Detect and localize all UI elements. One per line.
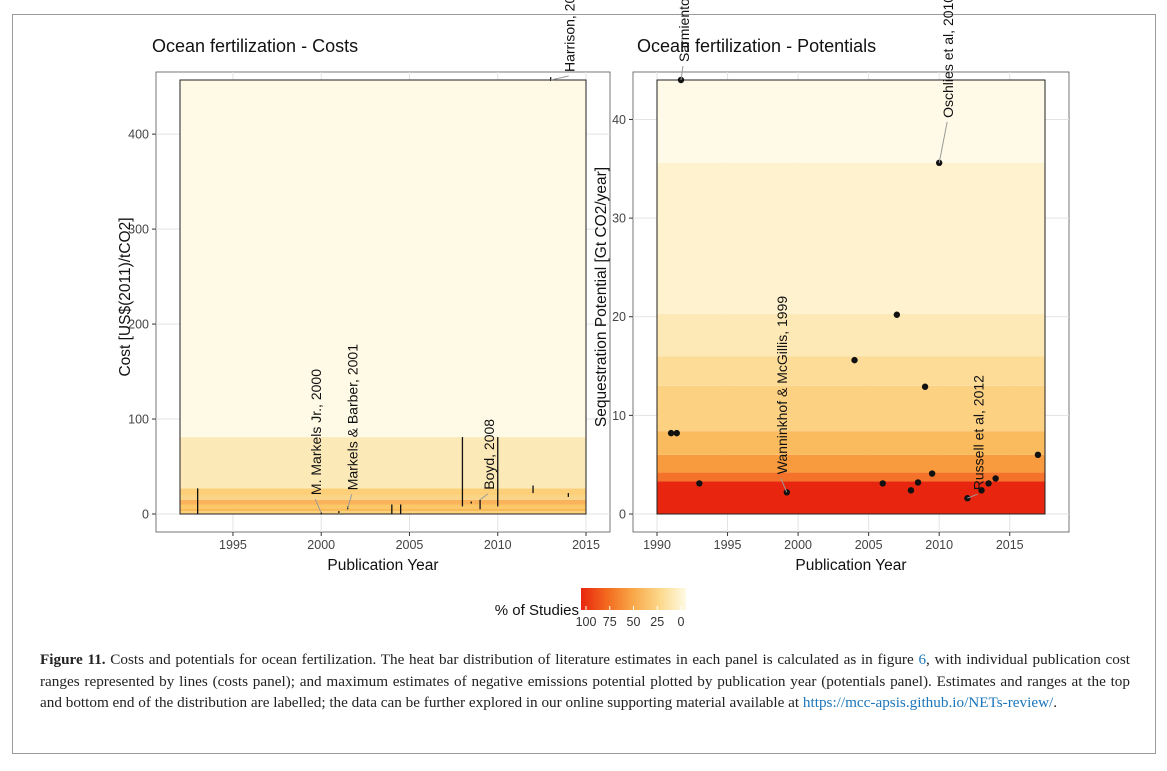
- chart-canvas: M. Markels Jr., 2000 Markels & Barber, 20…: [117, 0, 1070, 629]
- x-tick-label: 2010: [925, 538, 953, 552]
- heat-band: [180, 495, 586, 500]
- annotation-leader: [780, 478, 788, 493]
- x-axis-label: Publication Year: [327, 557, 438, 574]
- annotation-leader: [550, 75, 569, 81]
- caption-text-3: .: [1053, 694, 1058, 711]
- x-tick-label: 2000: [307, 538, 335, 552]
- figure-border: [12, 14, 1156, 754]
- y-tick-label: 0: [142, 508, 149, 522]
- heat-band: [657, 385, 1045, 432]
- y-tick-label: 30: [612, 212, 626, 226]
- x-tick-label: 1990: [643, 538, 671, 552]
- annotation-label: Harrison, 2013: [562, 0, 578, 72]
- y-tick-label: 40: [612, 113, 626, 127]
- caption-text-1: Costs and potentials for ocean fertiliza…: [105, 651, 919, 668]
- data-point: [907, 487, 915, 494]
- chart-title: Ocean fertilization - Costs: [152, 36, 358, 56]
- heat-band: [657, 313, 1045, 357]
- annotation-label: Wanninkhof & McGillis, 1999: [774, 296, 790, 475]
- x-tick-label: 2015: [996, 538, 1024, 552]
- heat-band: [657, 472, 1045, 482]
- data-point: [696, 480, 703, 487]
- chart-panel-potentials: Sarmiento and Orr, 1991 Wanninkhof & McGi…: [593, 0, 1070, 574]
- y-tick-label: 10: [612, 409, 626, 423]
- data-point: [985, 480, 992, 487]
- heat-bar-outline: [656, 79, 1046, 515]
- caption-text-2: , with individual publication cost range…: [40, 651, 1131, 711]
- supporting-material-link[interactable]: https://mcc-apsis.github.io/NETs-review/: [802, 694, 1054, 711]
- x-tick-label: 2010: [484, 538, 512, 552]
- x-tick-label: 2005: [396, 538, 424, 552]
- data-point: [673, 429, 680, 437]
- data-point: [914, 479, 922, 486]
- x-tick-label: 2005: [855, 538, 883, 552]
- heat-band: [657, 481, 1045, 514]
- annotation-label: Boyd, 2008: [481, 419, 497, 490]
- legend-title: % of Studies: [495, 602, 579, 619]
- x-axis-label: Publication Year: [795, 557, 906, 574]
- x-tick-label: 1995: [714, 538, 742, 552]
- annotation-label: Sarmiento and Orr, 1991: [676, 0, 692, 62]
- heat-band: [180, 437, 586, 489]
- data-point: [893, 311, 901, 318]
- heat-band: [657, 80, 1045, 163]
- y-tick-label: 300: [128, 223, 149, 237]
- heat-band: [657, 431, 1045, 455]
- legend-tick-label: 0: [678, 615, 685, 629]
- legend-tick-label: 75: [603, 615, 617, 629]
- figure-reference-link[interactable]: 6: [918, 651, 927, 668]
- annotation-leader: [680, 65, 684, 81]
- y-tick-label: 400: [128, 128, 149, 142]
- y-tick-label: 20: [612, 310, 626, 324]
- heat-bar-outline: [179, 79, 587, 515]
- y-tick-label: 200: [128, 318, 149, 332]
- heat-band: [657, 356, 1045, 386]
- heat-band: [180, 499, 586, 505]
- annotation-leader: [938, 121, 948, 163]
- heat-band: [180, 80, 586, 438]
- annotation-label: M. Markels Jr., 2000: [308, 369, 324, 495]
- annotation-leader: [479, 493, 489, 501]
- caption-label: Figure 11.: [40, 651, 106, 668]
- x-tick-label: 2015: [572, 538, 600, 552]
- y-axis-label: Sequestration Potential [Gt CO2/year]: [593, 167, 610, 427]
- data-point: [1034, 451, 1042, 459]
- x-tick-label: 2000: [784, 538, 812, 552]
- legend-tick-label: 25: [650, 615, 664, 629]
- chart-panel-costs: M. Markels Jr., 2000 Markels & Barber, 20…: [117, 0, 611, 574]
- legend-color-bar: [581, 588, 686, 610]
- heat-band: [180, 488, 586, 496]
- annotation-label: Oschlies et al, 2010: [940, 0, 956, 118]
- figure-caption: Figure 11. Costs and potentials for ocea…: [40, 649, 1130, 714]
- x-tick-label: 1995: [219, 538, 247, 552]
- legend-tick-label: 100: [576, 615, 597, 629]
- heat-band: [180, 508, 586, 512]
- annotation-label: Russell et al, 2012: [970, 375, 986, 490]
- annotation-leader: [967, 493, 978, 499]
- y-tick-label: 0: [619, 508, 626, 522]
- heat-band: [657, 162, 1045, 314]
- data-point: [921, 383, 929, 390]
- data-point: [879, 480, 886, 487]
- legend-tick-label: 50: [627, 615, 641, 629]
- heat-band: [657, 454, 1045, 473]
- y-axis-label: Cost [US$(2011)/tCO2]: [117, 217, 134, 376]
- annotation-label: Markels & Barber, 2001: [345, 344, 361, 491]
- heat-band: [180, 504, 586, 509]
- chart-title: Ocean fertilization - Potentials: [637, 36, 876, 56]
- annotation-leader: [314, 498, 322, 514]
- y-tick-label: 100: [128, 413, 149, 427]
- data-point: [667, 429, 675, 437]
- annotation-leader: [347, 494, 353, 509]
- data-point: [992, 475, 999, 482]
- data-point: [978, 487, 985, 494]
- data-point: [928, 470, 936, 477]
- heat-band: [180, 511, 586, 514]
- data-point: [851, 356, 858, 364]
